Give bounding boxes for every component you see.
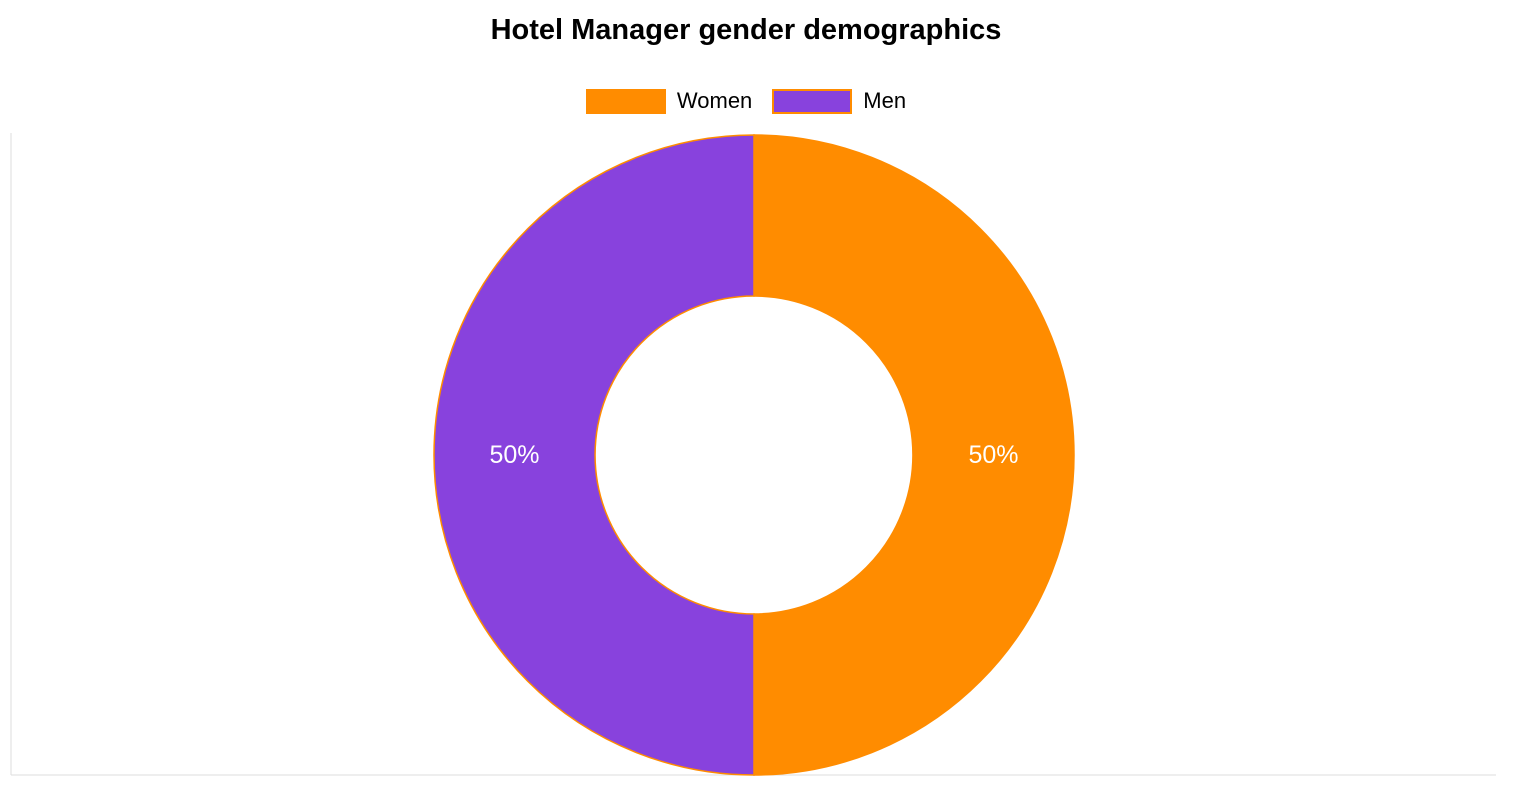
slice-label-men: 50%: [489, 441, 539, 469]
slice-label-women: 50%: [968, 441, 1018, 469]
slice-men[interactable]: [433, 134, 755, 776]
doughnut-slices: [433, 134, 1075, 776]
slice-women[interactable]: [753, 134, 1075, 776]
legend-item-men[interactable]: Men: [772, 88, 906, 114]
legend-label-men: Men: [863, 88, 907, 113]
legend-item-women[interactable]: Women: [585, 88, 753, 114]
chart-legend: Women Men: [0, 88, 1492, 114]
legend-label-women: Women: [676, 88, 753, 113]
legend-swatch-women: [585, 88, 666, 114]
doughnut-slice-labels: 50% 50%: [489, 441, 1018, 469]
legend-swatch-men: [772, 88, 853, 114]
chart-title: Hotel Manager gender demographics: [490, 14, 1002, 46]
